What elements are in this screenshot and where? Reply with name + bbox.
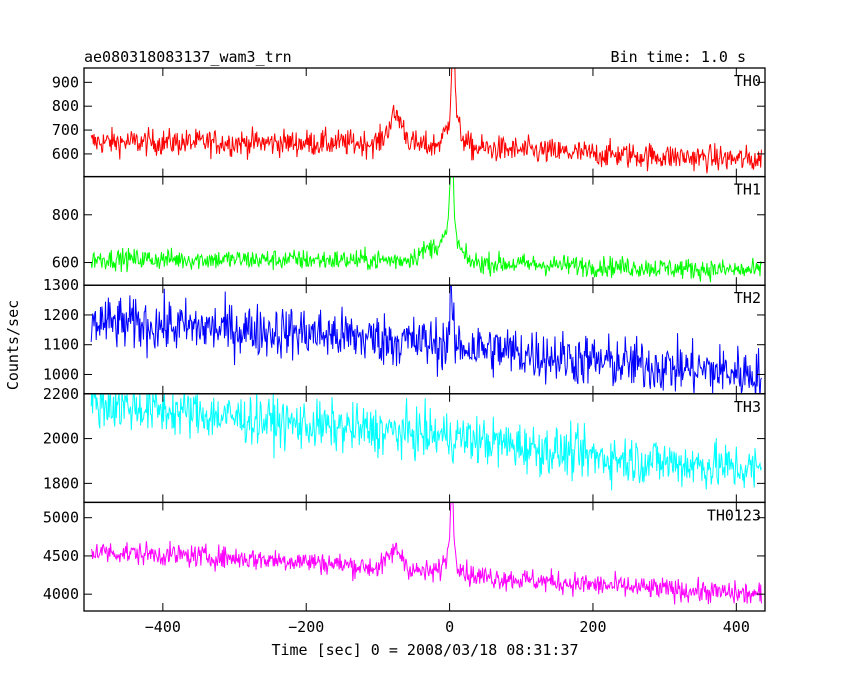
panel-frame-th1: [83, 175, 766, 286]
panel-label-th3: TH3: [734, 398, 761, 416]
panel-label-th0123: TH0123: [707, 506, 761, 524]
series-line-th1: [90, 176, 762, 283]
x-tick-label: 0: [445, 618, 454, 636]
y-tick-label: 1300: [43, 276, 79, 294]
y-tick-label: 600: [52, 145, 79, 163]
panel-frame-th0123: [83, 501, 766, 612]
x-axis-label: Time [sec] 0 = 2008/03/18 08:31:37: [271, 641, 578, 659]
x-tick-label: 200: [579, 618, 606, 636]
series-line-th3: [90, 393, 762, 491]
panel-label-th1: TH1: [734, 181, 761, 199]
y-tick-label: 1200: [43, 306, 79, 324]
y-tick-label: 2200: [43, 385, 79, 403]
x-tick-label: 400: [723, 618, 750, 636]
y-tick-label: 5000: [43, 509, 79, 527]
series-line-th0: [90, 68, 762, 174]
y-tick-label: 900: [52, 73, 79, 91]
series-line-th0123: [90, 502, 762, 605]
bin-time-label: Bin time: 1.0 s: [611, 48, 746, 66]
x-tick-label: −200: [288, 618, 324, 636]
x-tick-label: −400: [145, 618, 181, 636]
chart-title: ae080318083137_wam3_trn: [84, 48, 292, 66]
y-tick-label: 1100: [43, 336, 79, 354]
y-tick-label: 700: [52, 121, 79, 139]
y-tick-label: 1000: [43, 365, 79, 383]
y-tick-label: 600: [52, 254, 79, 272]
panel-label-th0: TH0: [734, 72, 761, 90]
y-axis-label: Counts/sec: [4, 300, 22, 390]
series-line-th2: [90, 285, 762, 394]
y-tick-label: 4500: [43, 547, 79, 565]
panel-label-th2: TH2: [734, 289, 761, 307]
y-tick-label: 800: [52, 97, 79, 115]
y-tick-label: 4000: [43, 585, 79, 603]
y-tick-label: 1800: [43, 474, 79, 492]
y-tick-label: 2000: [43, 430, 79, 448]
panels-group: TH0 600 700 800 900 TH1 600 800 TH2 1000 1100 1200 1…: [43, 67, 766, 636]
y-tick-label: 800: [52, 206, 79, 224]
